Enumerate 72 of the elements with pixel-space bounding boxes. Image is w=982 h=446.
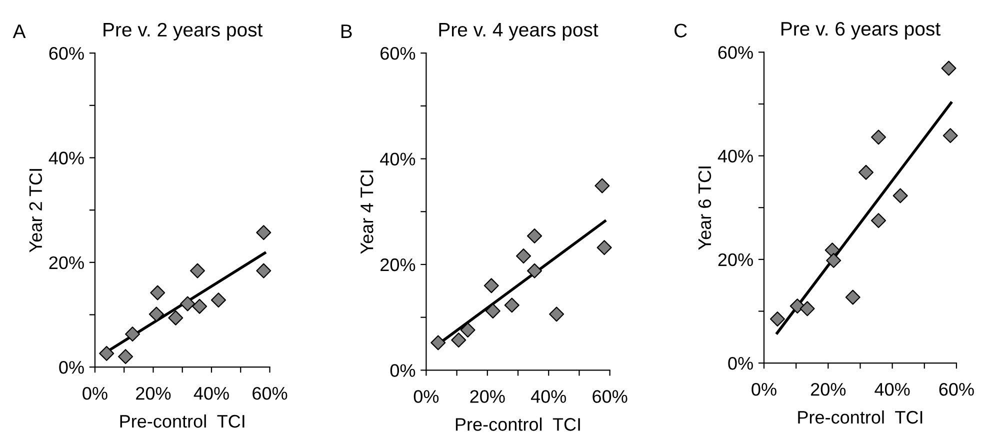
chart-title: Pre v. 2 years post <box>104 22 263 40</box>
y-tick-label: 40% <box>48 152 84 164</box>
point <box>210 292 226 308</box>
point <box>527 263 542 278</box>
point <box>125 326 140 342</box>
x-tick-label: 60% <box>939 382 974 396</box>
point <box>527 228 542 244</box>
text: C <box>674 24 687 38</box>
y-axis-title: Year 2 TCI <box>29 169 42 252</box>
x-tick-label: 60% <box>592 390 628 403</box>
x-tick-label: 20% <box>470 390 505 403</box>
point <box>941 60 956 76</box>
point <box>549 306 564 322</box>
point <box>871 213 886 228</box>
y-tick-label: 60% <box>380 47 416 60</box>
x-tick-label: 0% <box>414 390 439 403</box>
x-tick-label: 40% <box>530 390 566 403</box>
point <box>871 130 886 145</box>
point <box>168 310 184 326</box>
point <box>99 346 114 361</box>
text: B <box>341 24 352 38</box>
y-tick-label: 0% <box>59 360 84 374</box>
x-tick-label: 60% <box>252 386 288 400</box>
chart-title: Pre v. 6 years post <box>781 22 940 40</box>
x-axis-title: Pre-control TCI <box>120 414 244 428</box>
y-tick-label: 20% <box>49 256 84 270</box>
y-tick-label: 40% <box>718 150 753 163</box>
y-tick-label: 0% <box>728 356 753 370</box>
y-axis-title: Year 4 TCI <box>360 170 374 254</box>
y-tick-label: 60% <box>718 46 753 59</box>
point <box>180 296 196 312</box>
x-tick-label: 40% <box>194 386 229 400</box>
point <box>892 188 908 204</box>
point <box>190 263 206 278</box>
point <box>596 240 612 256</box>
y-tick-label: 20% <box>380 258 416 272</box>
point <box>594 178 610 194</box>
x-tick-label: 20% <box>810 382 846 396</box>
point <box>256 263 272 278</box>
point <box>430 335 446 350</box>
x-tick-label: 0% <box>82 386 108 400</box>
point <box>504 298 520 313</box>
chart-title: Pre v. 4 years post <box>439 23 598 40</box>
point <box>485 303 500 318</box>
point <box>800 301 815 316</box>
point <box>824 242 840 258</box>
y-axis-title: Year 6 TCI <box>698 166 712 250</box>
point <box>858 164 874 180</box>
point <box>460 322 476 338</box>
point <box>148 306 164 322</box>
x-axis-title: Pre-control TCI <box>456 418 580 431</box>
x-axis-title: Pre-control TCI <box>798 410 922 424</box>
point <box>845 290 860 305</box>
x-tick-label: 20% <box>136 386 171 400</box>
point <box>118 349 134 364</box>
y-tick-label: 20% <box>718 253 753 266</box>
point <box>192 298 208 314</box>
point <box>770 312 785 327</box>
point <box>516 248 532 264</box>
point <box>942 128 958 144</box>
point <box>484 278 499 294</box>
x-tick-label: 40% <box>874 382 910 396</box>
point <box>256 225 272 240</box>
x-tick-label: 0% <box>752 382 776 396</box>
text: A <box>12 24 26 38</box>
y-tick-label: 40% <box>380 152 416 166</box>
y-tick-label: 0% <box>390 364 416 377</box>
point <box>150 285 166 300</box>
y-tick-label: 60% <box>49 47 84 60</box>
point <box>451 332 466 348</box>
point <box>790 298 805 314</box>
point <box>826 252 842 268</box>
